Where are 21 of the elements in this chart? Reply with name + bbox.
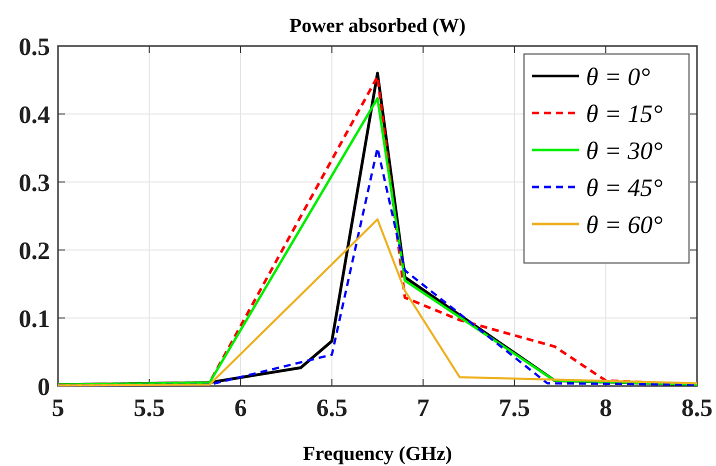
x-tick-label: 8.5 <box>681 395 713 422</box>
y-tick-label: 0 <box>38 374 50 401</box>
y-tick-label: 0.5 <box>18 34 50 61</box>
y-tick-label: 0.2 <box>18 238 50 265</box>
x-tick-label: 5 <box>52 395 64 422</box>
x-tick-label: 7 <box>416 395 430 422</box>
y-tick-label: 0.4 <box>18 102 50 129</box>
x-tick-label: 6 <box>234 395 247 422</box>
y-tick-label: 0.3 <box>18 170 50 197</box>
legend-label: θ = 0° <box>586 64 650 91</box>
x-tick-label: 5.5 <box>134 395 165 422</box>
legend-label: θ = 15° <box>586 101 663 128</box>
legend-label: θ = 30° <box>586 138 663 165</box>
x-tick-label: 7.5 <box>498 395 530 422</box>
legend-label: θ = 45° <box>586 175 663 202</box>
legend-label: θ = 60° <box>586 212 663 239</box>
x-axis-title: Frequency (GHz) <box>302 443 452 465</box>
x-tick-label: 6.5 <box>316 395 348 422</box>
x-tick-label: 8 <box>599 395 612 422</box>
chart-title: Power absorbed (W) <box>289 15 466 37</box>
y-tick-label: 0.1 <box>18 306 50 333</box>
